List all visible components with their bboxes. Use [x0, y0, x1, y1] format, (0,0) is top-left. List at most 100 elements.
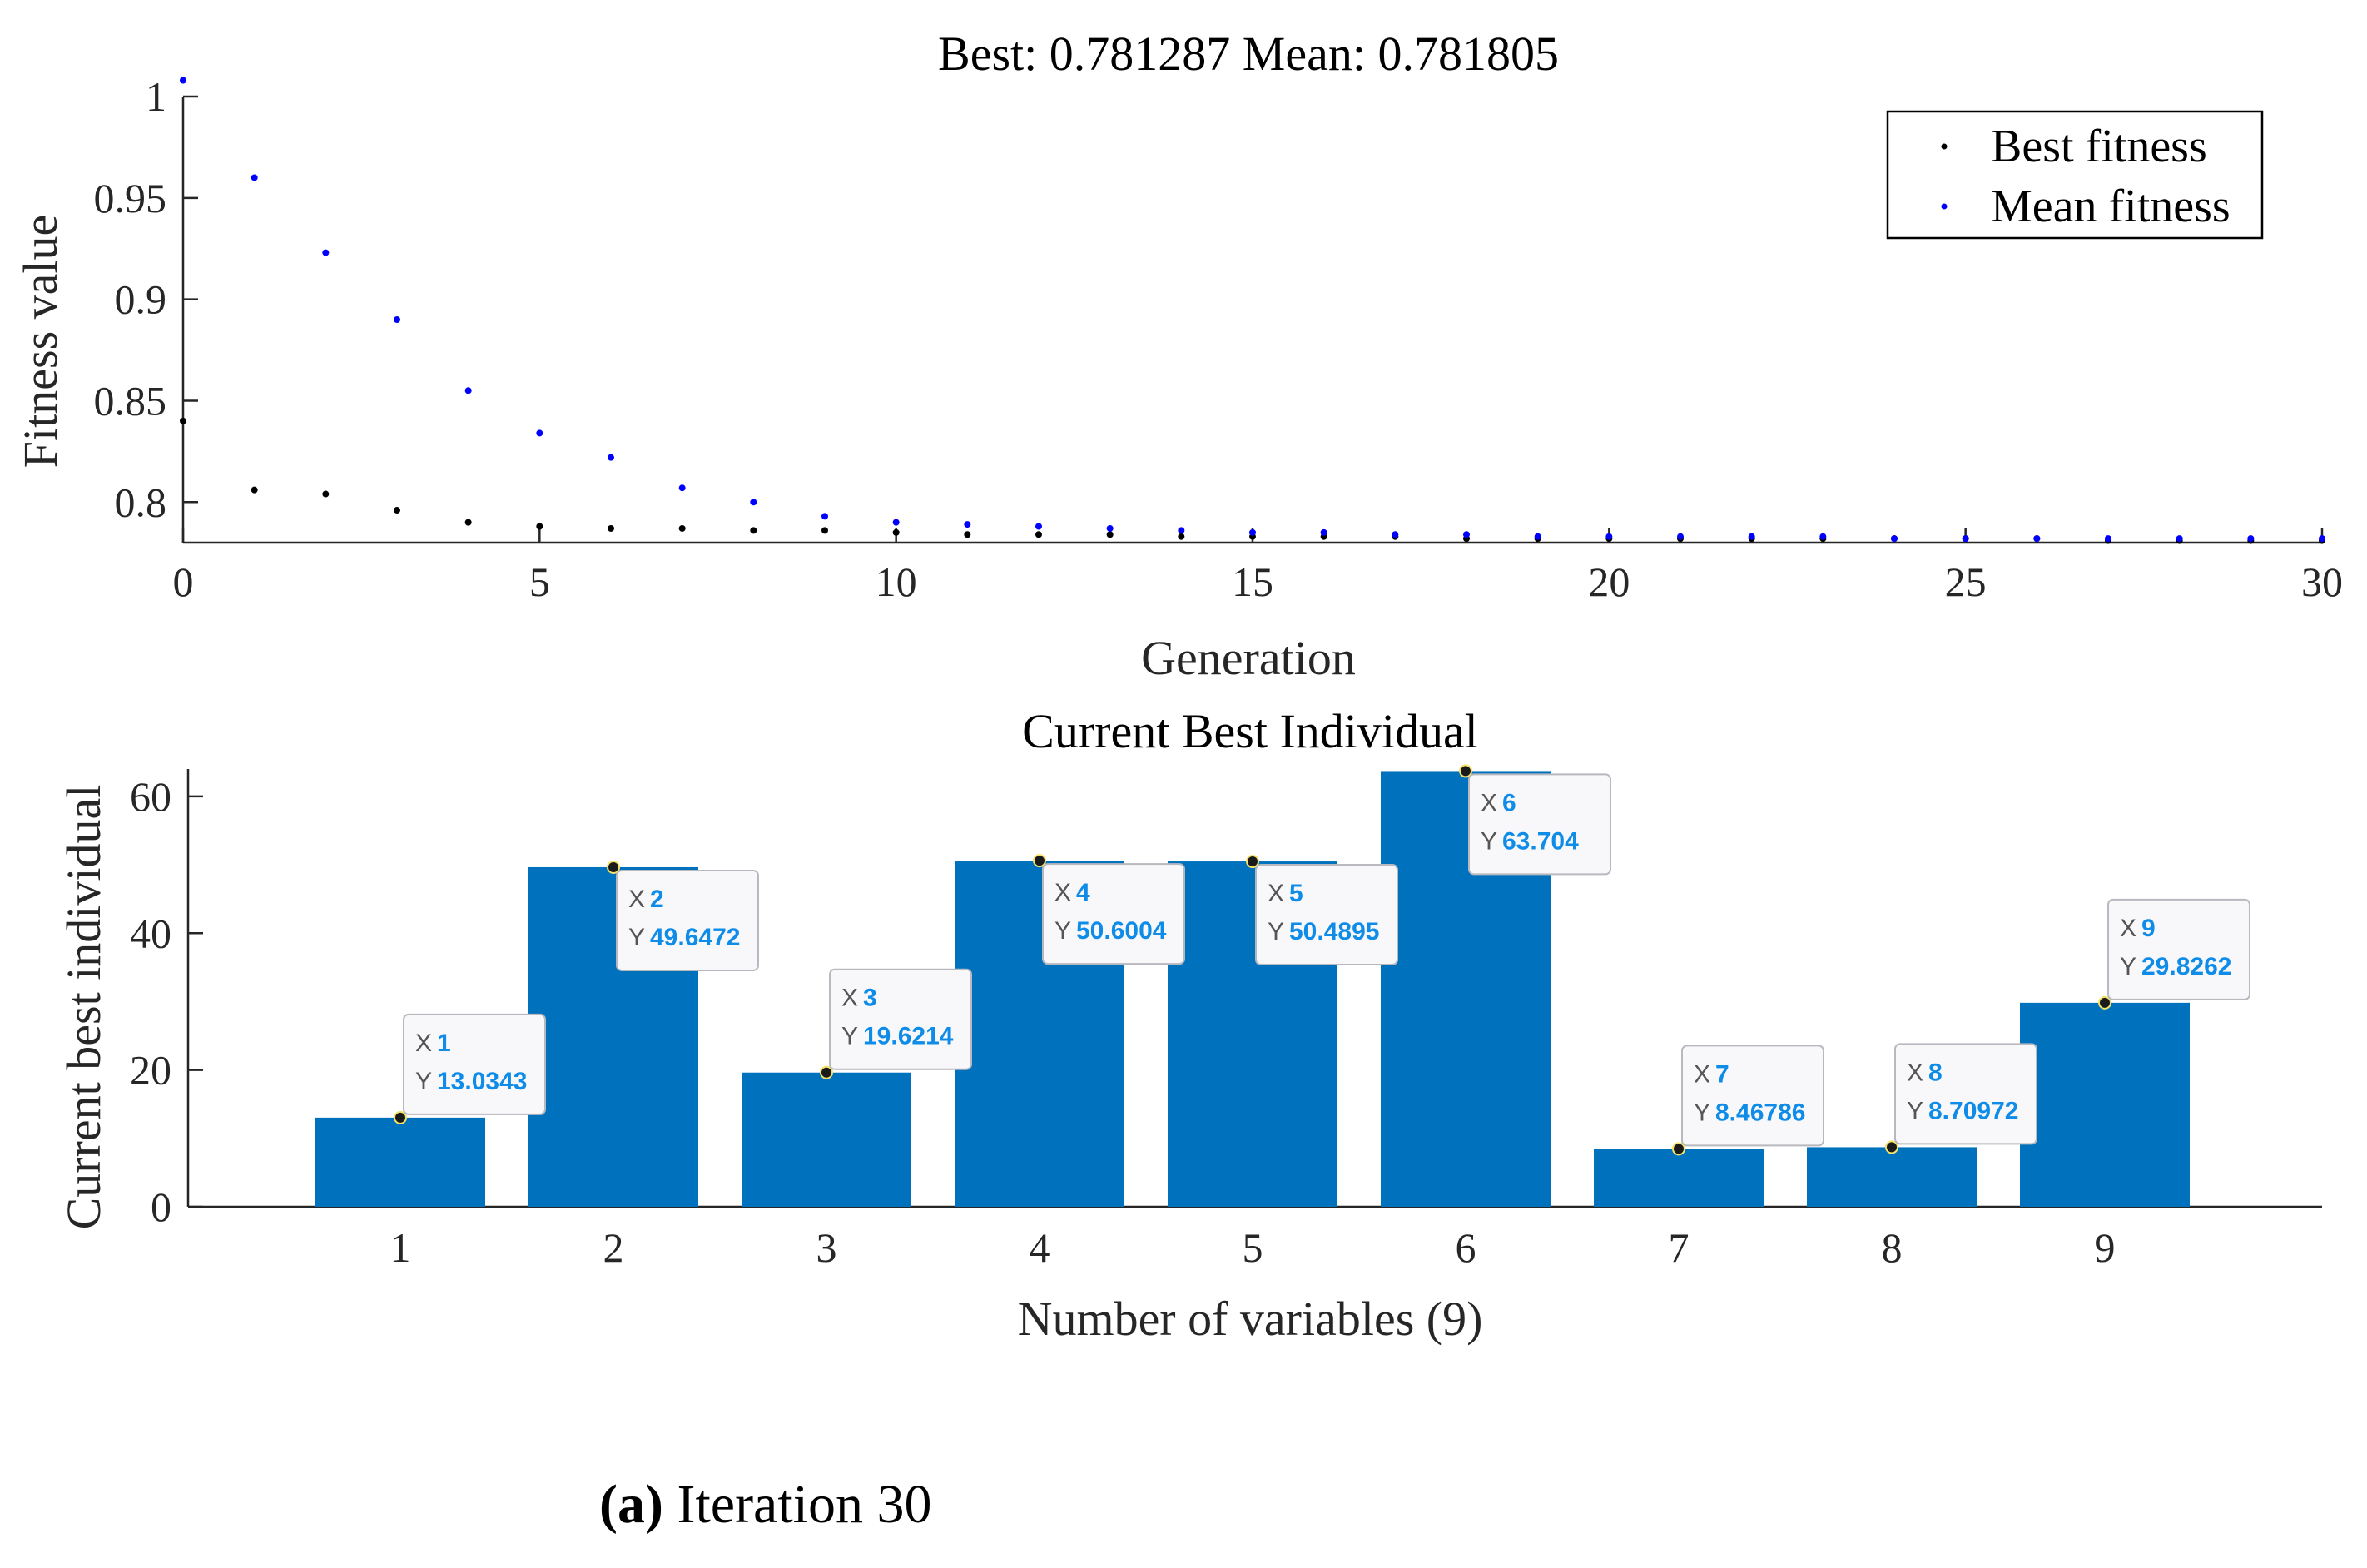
best-fitness-point [251, 486, 258, 494]
datatip-marker[interactable] [1033, 854, 1046, 868]
y-tick-label: 0.95 [94, 175, 167, 221]
mean-fitness-point [1035, 523, 1042, 530]
best-fitness-point [1106, 531, 1114, 538]
mean-fitness-point [821, 513, 828, 520]
y-tick-label: 20 [130, 1047, 171, 1094]
y-tick-label: 0 [151, 1183, 171, 1230]
datatip-y-key: Y [1054, 917, 1071, 945]
mean-fitness-point [2319, 535, 2325, 543]
datatip-y-key: Y [415, 1068, 432, 1095]
datatip-y-key: Y [1481, 827, 1497, 855]
datatip[interactable]: X 1Y 13.0343 [403, 1013, 546, 1115]
x-tick-label: 9 [2095, 1224, 2116, 1271]
x-tick-label: 6 [1456, 1224, 1476, 1271]
datatip-x-key: X [628, 886, 645, 913]
datatip-box [829, 968, 972, 1070]
mean-fitness-point [1748, 533, 1755, 540]
datatip-y-key: Y [1694, 1099, 1710, 1126]
datatip[interactable]: X 8Y 8.70972 [1894, 1043, 2037, 1145]
best-fitness-point [180, 417, 186, 424]
bar [742, 1072, 911, 1207]
mean-fitness-point [180, 77, 186, 84]
datatip-y-key: Y [2120, 953, 2136, 980]
best-fitness-point [750, 527, 757, 534]
datatip-x-value: 3 [863, 985, 877, 1012]
y-tick-label: 60 [130, 773, 171, 820]
bar [1594, 1149, 1764, 1207]
mean-fitness-point [2105, 535, 2111, 543]
fitness-chart-points [180, 77, 2325, 544]
datatip-x-value: 7 [1715, 1060, 1729, 1088]
datatip-x-value: 9 [2141, 915, 2156, 942]
x-tick-label: 2 [603, 1224, 624, 1271]
best-fitness-point [536, 523, 543, 530]
datatip-y-key: Y [1907, 1097, 1923, 1124]
best-fitness-point [322, 490, 330, 498]
legend-marker-mean [1941, 203, 1948, 210]
datatip-y-value: 19.6214 [863, 1023, 954, 1050]
y-tick-label: 40 [130, 910, 171, 956]
datatip-marker[interactable] [1459, 764, 1472, 778]
datatip-marker[interactable] [1885, 1140, 1898, 1154]
y-tick-label: 0.8 [115, 479, 167, 525]
datatip-marker[interactable] [2098, 995, 2111, 1010]
bar [315, 1117, 485, 1207]
datatip[interactable]: X 7Y 8.46786 [1681, 1045, 1824, 1147]
best-fitness-point [1035, 531, 1042, 538]
mean-fitness-point [1320, 528, 1327, 536]
best-fitness-point [608, 524, 614, 532]
datatip-x-key: X [2120, 915, 2136, 942]
datatip-marker[interactable] [820, 1065, 833, 1079]
bar [2020, 1002, 2190, 1207]
datatip[interactable]: X 9Y 29.8262 [2107, 898, 2250, 1000]
datatip-y-key: Y [1268, 918, 1284, 945]
datatip-y-value: 8.70972 [1928, 1097, 2018, 1124]
best-individual-chart-y-axis-label: Current best individual [57, 785, 111, 1230]
x-tick-label: 25 [1945, 558, 1987, 605]
datatip-y-value: 50.4895 [1289, 918, 1379, 945]
x-tick-label: 1 [390, 1224, 411, 1271]
mean-fitness-point [1178, 527, 1185, 534]
best-individual-chart-x-axis-label: Number of variables (9) [1018, 1292, 1483, 1346]
datatip-x-key: X [1268, 880, 1284, 907]
best-fitness-point [892, 528, 900, 536]
mean-fitness-point [2033, 535, 2041, 543]
mean-fitness-point [678, 484, 686, 492]
datatip-x-key: X [1481, 789, 1497, 816]
legend-box [1886, 110, 2264, 240]
datatip-x-key: X [415, 1030, 432, 1057]
x-tick-label: 20 [1588, 558, 1630, 605]
datatip-box [616, 869, 759, 971]
datatip-box [2107, 898, 2250, 1000]
mean-fitness-point [1819, 533, 1827, 540]
fitness-chart-x-axis-label: Generation [1141, 631, 1356, 685]
datatip-marker[interactable] [1246, 855, 1259, 869]
mean-fitness-point [322, 249, 330, 256]
datatip-x-key: X [1907, 1059, 1923, 1086]
mean-fitness-point [1106, 524, 1114, 532]
mean-fitness-point [536, 429, 543, 437]
datatip-y-value: 63.704 [1502, 827, 1579, 855]
best-individual-chart-title: Current Best Individual [1022, 704, 1478, 758]
datatip-marker[interactable] [607, 860, 620, 874]
datatip[interactable]: X 2Y 49.6472 [616, 869, 759, 971]
x-tick-label: 5 [1243, 1224, 1263, 1271]
datatip-x-value: 5 [1289, 880, 1303, 907]
best-fitness-point [394, 507, 400, 514]
mean-fitness-point [964, 521, 971, 528]
datatip[interactable]: X 6Y 63.704 [1468, 773, 1611, 876]
x-tick-label: 30 [2301, 558, 2343, 605]
y-tick-label: 0.9 [115, 276, 167, 323]
datatip[interactable]: X 3Y 19.6214 [829, 968, 972, 1070]
x-tick-label: 4 [1030, 1224, 1050, 1271]
x-tick-label: 3 [816, 1224, 837, 1271]
legend-label-mean: Mean fitness [1991, 181, 2231, 232]
mean-fitness-point [1605, 533, 1613, 540]
caption-label: (a) [599, 1474, 663, 1535]
datatip[interactable]: X 4Y 50.6004 [1042, 863, 1185, 965]
best-fitness-point [964, 531, 971, 538]
datatip[interactable]: X 5Y 50.4895 [1255, 864, 1398, 966]
datatip-marker[interactable] [1672, 1142, 1685, 1156]
datatip-marker[interactable] [394, 1110, 407, 1124]
